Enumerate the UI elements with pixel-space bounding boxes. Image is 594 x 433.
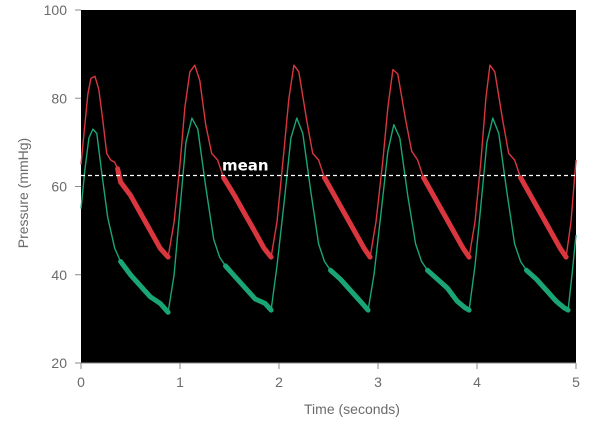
y-axis-label: Pressure (mmHg) [15,138,31,248]
x-tick-label: 0 [77,374,85,390]
x-tick-label: 2 [275,374,283,390]
series-decay-segment-1-1 [223,263,274,313]
x-tick-label: 4 [473,374,481,390]
mean-label: mean [222,156,269,174]
x-tick-label: 5 [572,374,580,390]
series-decay-segment-0-4 [518,175,569,260]
x-tick-label: 3 [374,374,382,390]
series-decay-segment-1-3 [425,267,472,313]
series-decay-segment-0-1 [221,175,274,260]
y-tick-label: 60 [51,179,67,195]
series-decay-segment-1-2 [328,267,371,313]
series-layer [80,64,577,315]
y-tick-label: 40 [51,267,67,283]
series-decay-segment-0-3 [421,175,472,260]
mean-layer: mean [81,156,576,177]
y-tick-label: 20 [51,355,67,371]
series-decay-segment-0-2 [322,175,373,260]
x-tick-label: 1 [176,374,184,390]
series-decay-segment-1-4 [524,267,571,313]
x-axis-label: Time (seconds) [304,401,400,417]
y-tick-label: 80 [51,90,67,106]
series-decay-segment-1-0 [118,259,171,315]
x-ticks: 0 1 2 3 4 5 [77,363,580,390]
series-decay-segment-0-0 [115,166,171,260]
y-ticks: 20 40 60 80 100 [44,2,81,371]
y-tick-label: 100 [44,2,68,18]
